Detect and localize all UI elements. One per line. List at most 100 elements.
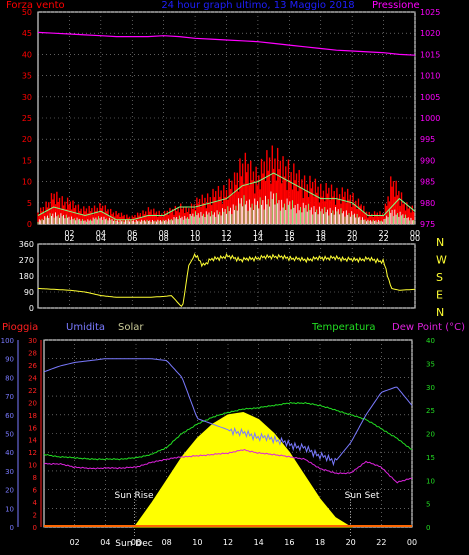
compass-label: N: [436, 236, 444, 249]
rain-humidity-temp-series: [43, 358, 413, 528]
rain-tick-label: 4: [33, 499, 38, 507]
wind-axis-label: Forza vento: [6, 0, 65, 11]
direction-tick-label: 180: [19, 272, 34, 281]
pressure-tick-label: 975: [420, 220, 435, 229]
compass-label: E: [436, 289, 443, 302]
hour-tick-label: 14: [254, 538, 264, 547]
dewpoint-axis-label: Dew Point (°C): [392, 322, 465, 333]
temperature-tick-label: 25: [426, 407, 435, 415]
compass-label: N: [436, 306, 444, 319]
pressure-tick-label: 1005: [420, 93, 440, 102]
wind-tick-label: 40: [22, 50, 32, 59]
humidity-tick-label: 80: [5, 374, 14, 382]
hour-tick-label: 14: [253, 234, 263, 243]
pressure-line: [37, 31, 416, 56]
rain-humidity-temp-ticks: 0102030405060708090100024681012141618202…: [1, 337, 435, 547]
hour-tick-label: 04: [100, 538, 110, 547]
direction-tick-label: 270: [19, 256, 34, 265]
wind-pressure-ticks: 0510152025303540455097598098599099510001…: [22, 8, 441, 238]
rain-tick-label: 6: [33, 487, 38, 495]
rain-tick-label: 0: [33, 524, 37, 532]
hour-tick-label: 08: [162, 538, 172, 547]
humidity-tick-label: 20: [5, 487, 14, 495]
sun-rise-label: Sun Rise: [115, 491, 154, 501]
temperature-tick-label: 15: [426, 454, 435, 462]
hour-tick-label: 06: [131, 538, 141, 547]
temperature-tick-label: 35: [426, 360, 435, 368]
solar-axis-label: Solar: [118, 322, 144, 333]
rain-tick-label: 22: [28, 387, 37, 395]
hour-tick-label: 18: [316, 229, 326, 238]
hour-tick-label: 06: [127, 229, 137, 238]
rain-axis-label: Pioggia: [2, 322, 38, 333]
humidity-line: [43, 358, 413, 467]
pressure-tick-label: 1015: [420, 50, 440, 59]
rain-tick-label: 28: [28, 349, 37, 357]
hour-tick-label: 18: [316, 234, 326, 243]
hour-tick-label: 16: [284, 234, 294, 243]
humidity-tick-label: 70: [5, 393, 14, 401]
wind-tick-label: 45: [22, 29, 32, 38]
wind-tick-label: 35: [22, 72, 32, 81]
sun-dec-label: Sun Dec: [115, 539, 152, 549]
hour-tick-label: 02: [64, 234, 74, 243]
rain-tick-label: 10: [28, 462, 37, 470]
hour-tick-label: 16: [284, 229, 294, 238]
wind-pressure-series: [37, 31, 416, 224]
pressure-tick-label: 985: [420, 178, 435, 187]
pressure-tick-label: 980: [420, 199, 435, 208]
pressure-tick-label: 995: [420, 135, 435, 144]
rain-tick-label: 20: [28, 399, 37, 407]
hour-tick-label: 12: [221, 234, 231, 243]
hour-tick-label: 06: [127, 234, 137, 243]
rain-tick-label: 16: [28, 424, 37, 432]
humidity-tick-label: 0: [10, 524, 14, 532]
hour-tick-label: 12: [221, 229, 231, 238]
rain-tick-label: 30: [28, 337, 37, 345]
hour-tick-label: 10: [190, 234, 200, 243]
wind-avg-green-line: [37, 172, 416, 221]
hour-tick-label: 18: [315, 538, 325, 547]
rain-tick-label: 26: [28, 362, 37, 370]
wind-tick-label: 0: [27, 220, 32, 229]
hour-tick-label: 04: [96, 234, 106, 243]
pressure-tick-label: 1000: [420, 114, 440, 123]
rain-tick-label: 24: [28, 374, 37, 382]
hour-tick-label: 22: [376, 538, 386, 547]
hour-tick-label: 20: [346, 538, 356, 547]
hour-tick-label: 16: [284, 538, 294, 547]
wind-tick-label: 25: [22, 114, 32, 123]
temperature-tick-label: 40: [426, 337, 435, 345]
wind-tick-label: 50: [22, 8, 32, 17]
hour-tick-label: 20: [347, 229, 357, 238]
hour-tick-label: 08: [159, 229, 169, 238]
solar-area: [133, 411, 353, 528]
wind-tick-label: 20: [22, 135, 32, 144]
rain-tick-label: 14: [28, 437, 37, 445]
humidity-tick-label: 60: [5, 412, 14, 420]
rain-tick-label: 12: [28, 449, 37, 457]
wind-pressure-panel: Forza vento 24 hour graph ultimo, 13 Mag…: [6, 0, 440, 238]
direction-tick-label: 360: [19, 240, 34, 249]
temperature-tick-label: 10: [426, 477, 435, 485]
humidity-tick-label: 30: [5, 468, 14, 476]
wind-tick-label: 15: [22, 156, 32, 165]
hour-tick-label: 04: [96, 229, 106, 238]
hour-tick-label: 00: [410, 229, 420, 238]
rain-tick-label: 2: [33, 512, 37, 520]
hour-tick-label: 22: [378, 229, 388, 238]
pressure-tick-label: 990: [420, 156, 435, 165]
hour-tick-label: 02: [70, 538, 80, 547]
hour-tick-label: 12: [223, 538, 233, 547]
wind-tick-label: 5: [27, 199, 32, 208]
rain-tick-label: 8: [33, 474, 37, 482]
hour-tick-label: 00: [410, 234, 420, 243]
wind-direction-grid: [37, 243, 416, 309]
temperature-line: [43, 401, 413, 461]
temperature-tick-label: 30: [426, 384, 435, 392]
humidity-tick-label: 40: [5, 449, 14, 457]
pressure-tick-label: 1025: [420, 8, 440, 17]
hour-tick-label: 20: [347, 234, 357, 243]
